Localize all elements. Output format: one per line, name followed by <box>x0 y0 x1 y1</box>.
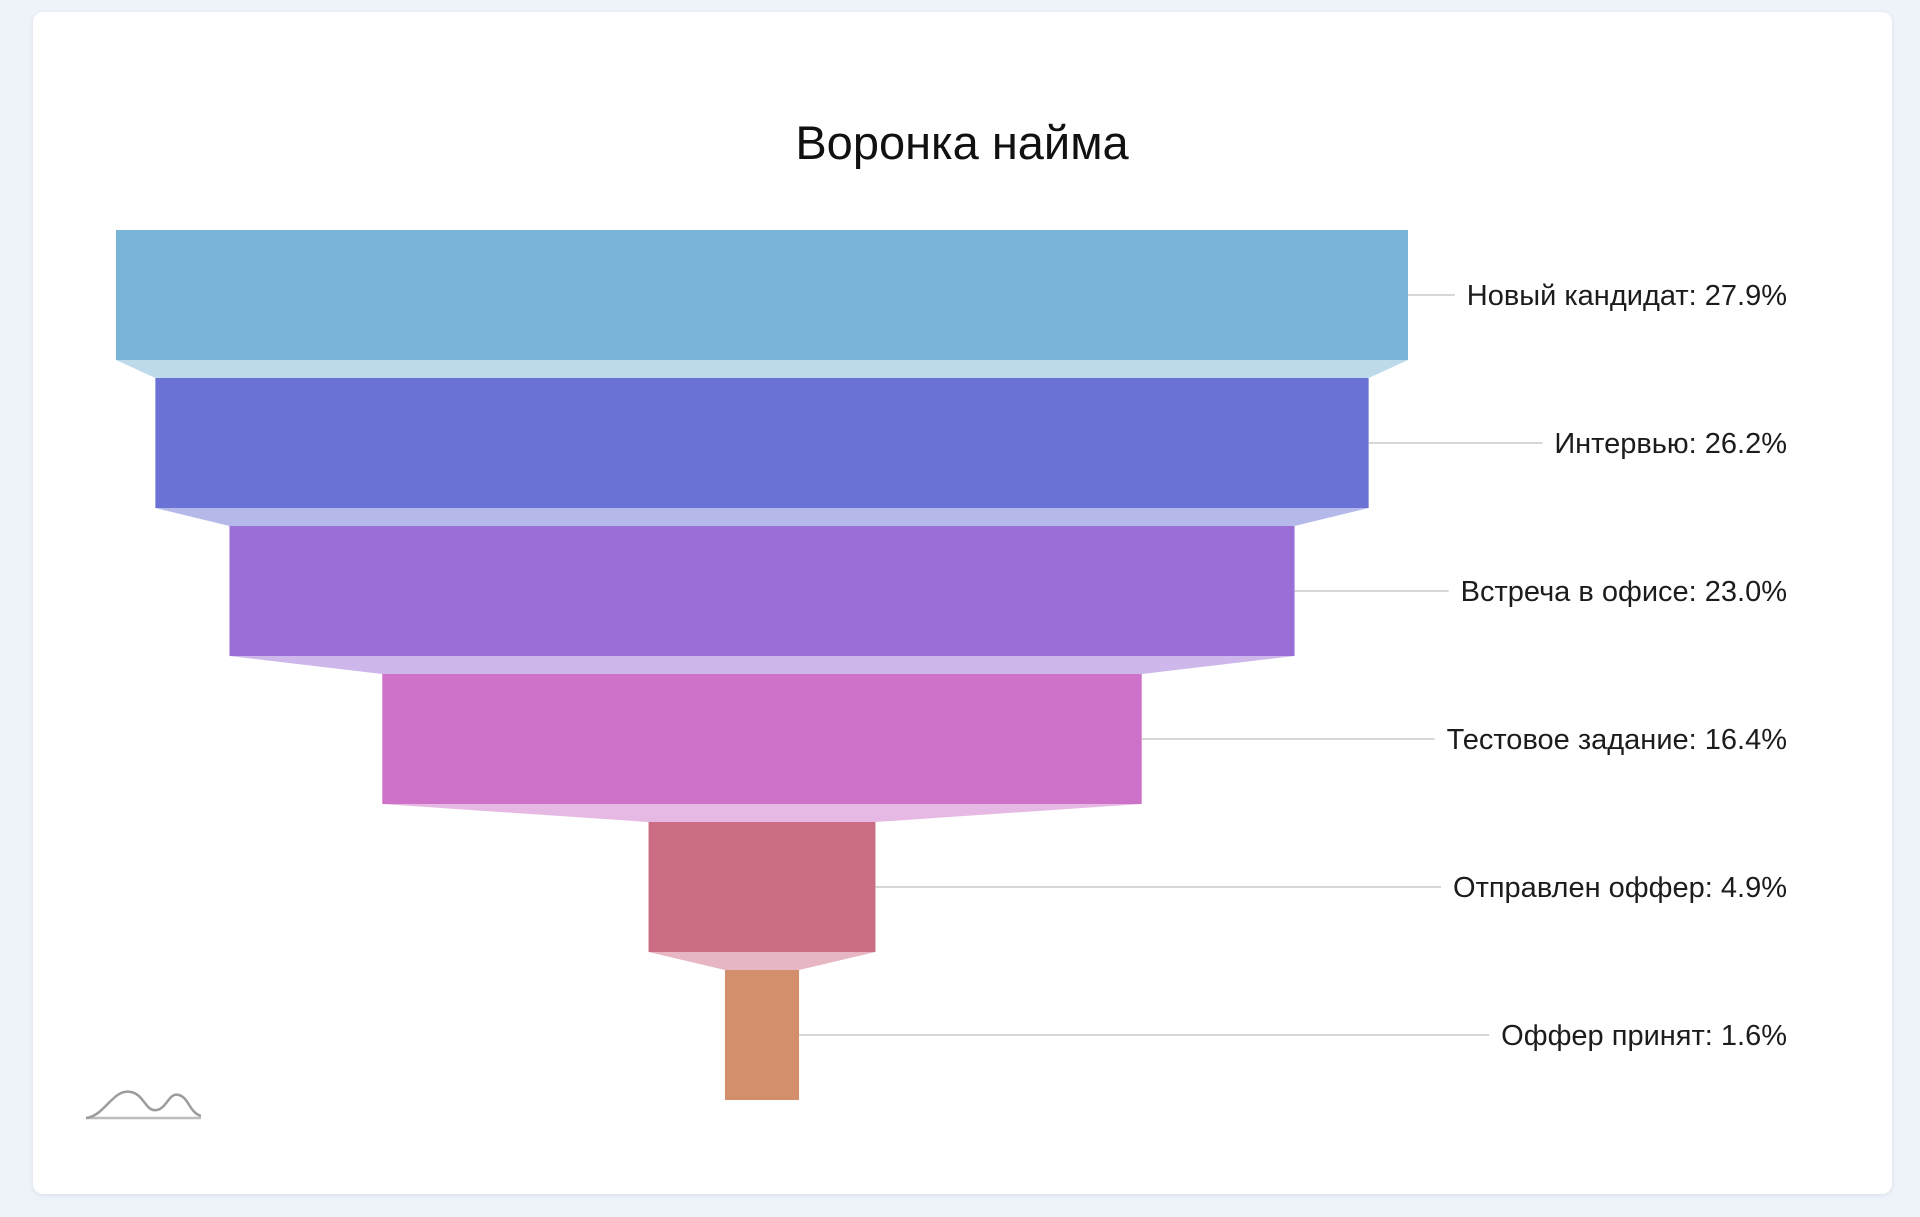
stage-1-label: Новый кандидат: 27.9% <box>1467 280 1787 312</box>
stage-4-bar[interactable] <box>382 674 1142 804</box>
chart-card: Воронка найма Новый кандидат: 27.9% Интер… <box>33 12 1892 1194</box>
funnel-chart: Воронка найма Новый кандидат: 27.9% Интер… <box>85 116 1787 1120</box>
stage-1-bar[interactable] <box>116 230 1408 360</box>
stage-1-connector <box>116 360 1408 378</box>
chart-title: Воронка найма <box>795 116 1129 169</box>
stage-2-connector <box>155 508 1369 526</box>
stage-3-bar[interactable] <box>229 526 1295 656</box>
stage-4-label: Тестовое задание: 16.4% <box>1447 724 1787 756</box>
stage-3-connector <box>229 656 1295 674</box>
stage-5-label: Отправлен оффер: 4.9% <box>1453 872 1787 904</box>
stage-5-bar[interactable] <box>648 822 876 952</box>
funnel-layer: Новый кандидат: 27.9% Интервью: 26.2% Встр… <box>116 230 1787 1100</box>
stage-2-bar[interactable] <box>155 378 1369 508</box>
chart-logo-icon <box>85 1090 202 1120</box>
stage-6-label: Оффер принят: 1.6% <box>1501 1020 1787 1052</box>
stage-3-label: Встреча в офисе: 23.0% <box>1461 576 1787 608</box>
stage-6-bar[interactable] <box>724 970 800 1100</box>
stage-2-label: Интервью: 26.2% <box>1554 428 1787 460</box>
stage-4-connector <box>382 804 1142 822</box>
stage-5-connector <box>648 952 876 970</box>
